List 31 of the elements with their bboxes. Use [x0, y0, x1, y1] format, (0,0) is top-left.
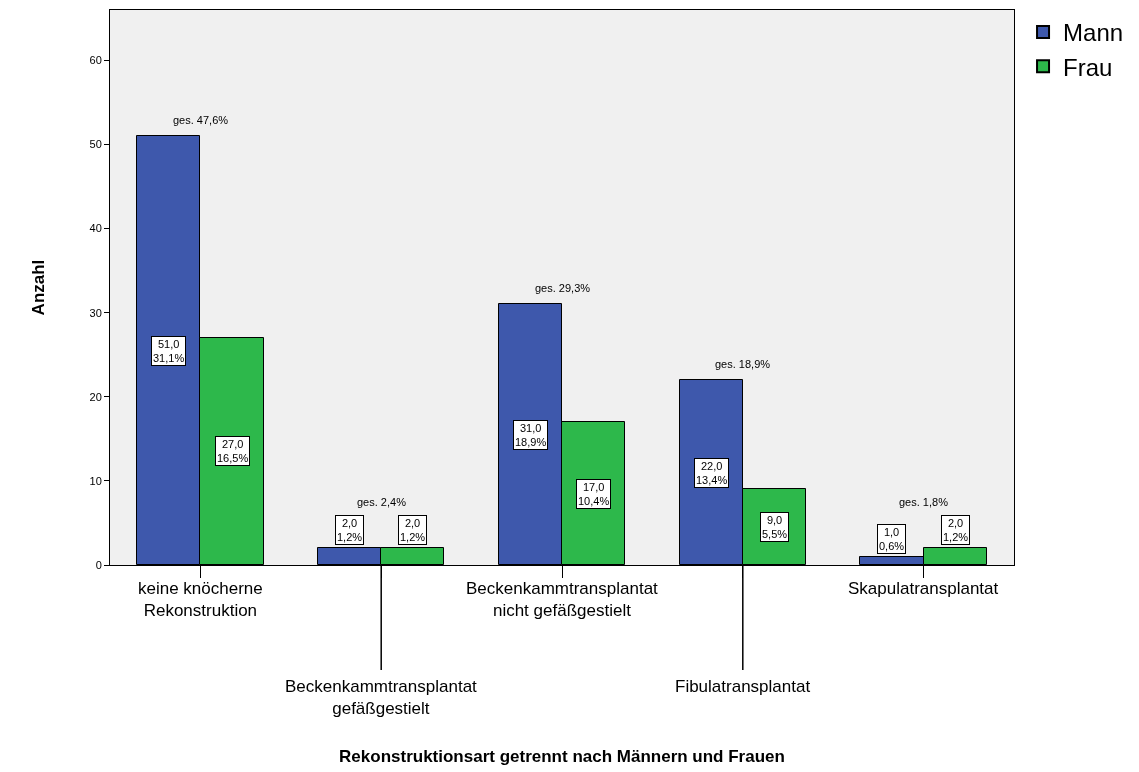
- x-tick-label: Fibulatransplantat: [675, 677, 811, 696]
- data-label: 1,0 0,6%: [879, 526, 905, 553]
- annotation: ges. 18,9%: [715, 358, 771, 370]
- y-tick-label: 30: [89, 306, 102, 319]
- legend-label: Mann: [1063, 19, 1124, 47]
- data-label: 2,0 1,2%: [337, 517, 363, 544]
- data-label: 27,0 16,5%: [217, 438, 249, 465]
- data-label: 31,0 18,9%: [515, 422, 547, 449]
- x-axis-title: Rekonstruktionsart getrennt nach Männern und Frauen: [339, 746, 785, 766]
- annotation: ges. 2,4%: [357, 496, 407, 508]
- x-tick-label: Beckenkammtransplantat gefäßgestielt: [285, 677, 478, 719]
- data-label: 17,0 10,4%: [578, 481, 610, 508]
- y-tick-label: 10: [89, 474, 102, 487]
- data-label: 2,0 1,2%: [943, 517, 969, 544]
- y-axis-title: Anzahl: [29, 259, 49, 316]
- x-tick-label: Skapulatransplantat: [848, 579, 999, 598]
- legend-label: Frau: [1063, 53, 1113, 81]
- y-tick-label: 20: [89, 390, 102, 403]
- x-tick-label: Beckenkammtransplantat nicht gefäßgestielt: [466, 579, 659, 621]
- data-label: 9,0 5,5%: [762, 514, 788, 541]
- annotation: ges. 47,6%: [173, 114, 229, 126]
- y-tick-label: 0: [95, 558, 102, 571]
- annotation: ges. 1,8%: [899, 496, 949, 508]
- data-label: 51,0 31,1%: [153, 338, 185, 365]
- y-tick-label: 60: [89, 54, 102, 67]
- annotation: ges. 29,3%: [535, 282, 591, 294]
- x-tick-label: keine knöcherne Rekonstruktion: [138, 579, 263, 621]
- data-label: 22,0 13,4%: [696, 460, 728, 487]
- y-tick-label: 50: [89, 138, 102, 151]
- data-label: 2,0 1,2%: [400, 517, 426, 544]
- y-tick-label: 40: [89, 222, 102, 235]
